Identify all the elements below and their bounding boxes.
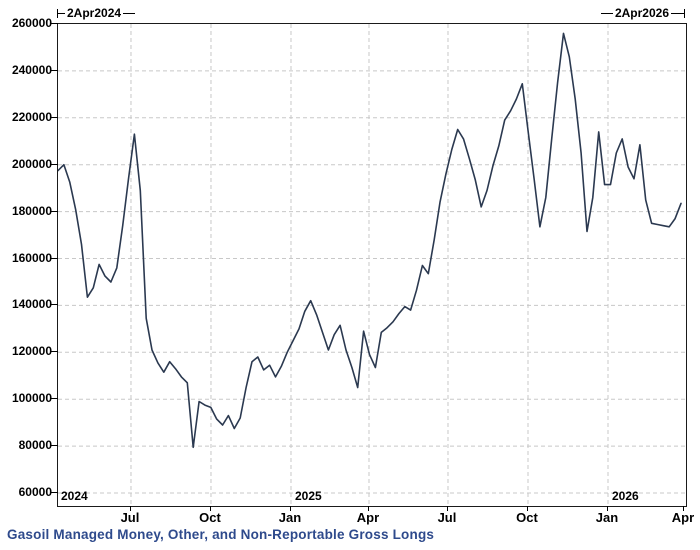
y-axis-label-160000: 160000: [11, 250, 52, 265]
x-axis-label-Apr-7: Apr: [671, 510, 695, 525]
date-range-row: 2Apr2024 2Apr2026: [57, 6, 685, 20]
year-label-2025: 2025: [294, 489, 322, 503]
range-end-marker: 2Apr2026: [600, 6, 685, 20]
x-axis-label-Oct-5: Oct: [516, 510, 538, 525]
range-end-line: [600, 12, 613, 14]
range-start-marker: 2Apr2024: [57, 6, 136, 20]
x-axis-tick: [607, 506, 608, 511]
range-start-label: 2Apr2024: [67, 6, 122, 20]
x-axis-label-Jan-2: Jan: [278, 510, 302, 525]
y-axis-tick: [51, 257, 58, 259]
year-label-2024: 2024: [61, 489, 88, 503]
y-axis-label-140000: 140000: [11, 297, 52, 312]
range-start-tick: [57, 8, 58, 18]
range-start-line2: [123, 12, 136, 14]
x-axis-tick: [129, 506, 131, 511]
x-axis-tick: [682, 506, 684, 511]
plot-svg: [58, 24, 686, 506]
y-axis-label-240000: 240000: [11, 62, 52, 77]
y-axis-label-60000: 60000: [18, 485, 52, 499]
y-axis-tick: [51, 116, 58, 118]
y-axis-label-180000: 180000: [11, 203, 52, 218]
y-axis-tick: [51, 69, 58, 71]
y-axis-tick: [51, 304, 58, 306]
y-axis-tick: [51, 23, 58, 24]
range-end-tick: [684, 8, 685, 18]
x-axis-label-Jul-4: Jul: [437, 510, 457, 525]
y-axis-tick: [51, 492, 58, 493]
y-axis-label-200000: 200000: [11, 156, 52, 171]
y-axis-tick: [51, 163, 58, 165]
y-axis-label-260000: 260000: [11, 16, 52, 30]
x-axis-label-Jul-0: Jul: [120, 510, 140, 525]
y-axis-tick: [51, 445, 58, 447]
y-axis-label-80000: 80000: [18, 438, 52, 453]
y-axis-tick: [51, 398, 58, 400]
chart-title: Gasoil Managed Money, Other, and Non-Rep…: [7, 527, 435, 542]
x-axis-tick: [209, 506, 211, 511]
year-label-2026: 2026: [612, 489, 639, 503]
x-axis-label-Apr-3: Apr: [356, 510, 380, 525]
x-axis-tick: [367, 506, 369, 511]
range-end-line2: [671, 12, 684, 14]
y-axis-tick: [51, 351, 58, 353]
x-axis-label-Jan-6: Jan: [595, 510, 619, 525]
range-start-line: [58, 12, 65, 14]
x-axis-tick: [526, 506, 528, 511]
y-axis-tick: [51, 210, 58, 212]
y-axis-label-120000: 120000: [11, 344, 52, 359]
data-line: [58, 32, 682, 449]
x-axis-tick: [289, 506, 291, 511]
y-axis-label-100000: 100000: [11, 391, 52, 406]
y-axis-label-220000: 220000: [11, 109, 52, 124]
x-axis-tick: [446, 506, 448, 511]
x-axis-label-Oct-1: Oct: [199, 510, 221, 525]
plot-area: 2024 2025 2026: [57, 23, 687, 507]
range-end-label: 2Apr2026: [614, 6, 669, 20]
